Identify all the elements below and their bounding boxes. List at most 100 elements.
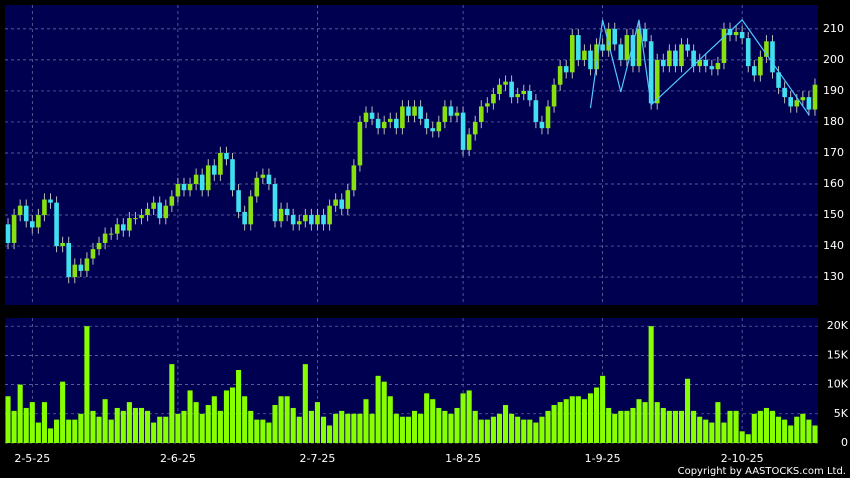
volume-bar — [812, 425, 818, 443]
candle-body — [394, 118, 399, 129]
volume-bar — [54, 419, 60, 443]
volume-bar — [296, 416, 302, 443]
volume-bar — [223, 390, 229, 443]
candle-body — [436, 121, 442, 132]
candle-body — [29, 221, 35, 228]
volume-bar — [236, 369, 242, 443]
candle-body — [284, 208, 290, 216]
volume-bar — [302, 364, 308, 443]
candle-body — [551, 84, 557, 107]
candle-body — [375, 118, 381, 129]
candle-body — [78, 264, 84, 271]
y-tick-label: 170 — [823, 146, 844, 159]
volume-bar — [90, 410, 96, 443]
candle-body — [460, 112, 466, 150]
volume-bar — [697, 416, 703, 443]
volume-bar — [260, 419, 266, 443]
candle-body — [363, 112, 369, 122]
candle-body — [121, 224, 126, 231]
volume-bar — [478, 419, 484, 443]
candle-body — [333, 199, 338, 206]
volume-bar — [563, 399, 569, 443]
y-tick-label: 0 — [841, 436, 848, 449]
volume-bar — [47, 428, 54, 443]
volume-bar — [345, 413, 351, 443]
volume-bar — [484, 419, 490, 443]
candle-body — [600, 44, 605, 51]
candle-body — [497, 84, 502, 95]
volume-bar — [496, 413, 503, 443]
candle-body — [478, 106, 484, 122]
candle-body — [72, 264, 78, 278]
candle-body — [612, 28, 618, 45]
y-tick-label: 130 — [823, 270, 844, 283]
volume-bar — [399, 416, 405, 443]
candle-body — [582, 50, 587, 60]
candle-body — [448, 106, 454, 116]
volume-bar — [381, 381, 387, 443]
candle-body — [576, 35, 581, 60]
candle-body — [563, 66, 569, 73]
candle-body — [557, 66, 563, 85]
volume-bar — [254, 419, 260, 443]
candle-body — [296, 221, 302, 225]
y-tick-label: 5K — [834, 407, 849, 420]
candle-body — [127, 218, 132, 231]
candle-body — [36, 215, 41, 228]
candle-body — [691, 50, 696, 67]
y-tick-label: 20K — [827, 319, 849, 332]
volume-bar — [721, 422, 727, 443]
volume-bar — [685, 378, 691, 443]
candle-body — [764, 41, 769, 57]
volume-bar — [126, 402, 132, 443]
volume-bar — [430, 399, 436, 443]
candle-body — [303, 215, 308, 222]
candle-body — [339, 199, 345, 209]
candle-body — [751, 66, 757, 76]
volume-bar — [357, 413, 363, 443]
y-tick-label: 140 — [823, 239, 844, 252]
x-tick-label: 2-10-25 — [721, 452, 764, 465]
volume-bar — [587, 393, 594, 443]
candle-body — [466, 134, 472, 150]
candle-body — [782, 87, 787, 98]
y-tick-label: 200 — [823, 53, 844, 66]
candle-body — [485, 103, 490, 107]
candle-body — [242, 211, 247, 225]
volume-bar — [217, 410, 223, 443]
volume-bar — [763, 407, 769, 443]
candle-body — [491, 94, 496, 104]
volume-bar — [181, 410, 187, 443]
volume-bar — [782, 419, 788, 443]
volume-bar — [284, 396, 290, 443]
volume-bar — [229, 387, 236, 443]
candle-body — [733, 31, 739, 36]
candle-body — [60, 242, 65, 247]
y-tick-label: 160 — [823, 177, 844, 190]
candle-body — [424, 118, 429, 129]
candle-body — [157, 202, 163, 219]
volume-bar — [648, 326, 654, 443]
volume-bar — [132, 407, 138, 443]
volume-bar — [424, 393, 430, 443]
volume-bar — [545, 410, 551, 443]
candle-body — [133, 218, 138, 220]
volume-bar — [266, 422, 272, 443]
volume-bar — [490, 416, 496, 443]
volume-bar — [600, 375, 606, 443]
volume-bar — [806, 419, 812, 443]
candle-body — [254, 177, 260, 197]
candle-body — [315, 215, 320, 225]
candle-body — [533, 100, 539, 122]
volume-bar — [187, 390, 193, 443]
y-tick-label: 10K — [827, 378, 849, 391]
volume-bar — [502, 405, 509, 443]
volume-bar — [35, 422, 41, 443]
candle-body — [230, 159, 235, 191]
candle-body — [381, 121, 387, 129]
candle-body — [236, 190, 241, 212]
candle-body — [636, 28, 642, 67]
candle-body — [770, 41, 775, 73]
volume-bar — [145, 410, 151, 443]
volume-bar — [41, 402, 47, 443]
